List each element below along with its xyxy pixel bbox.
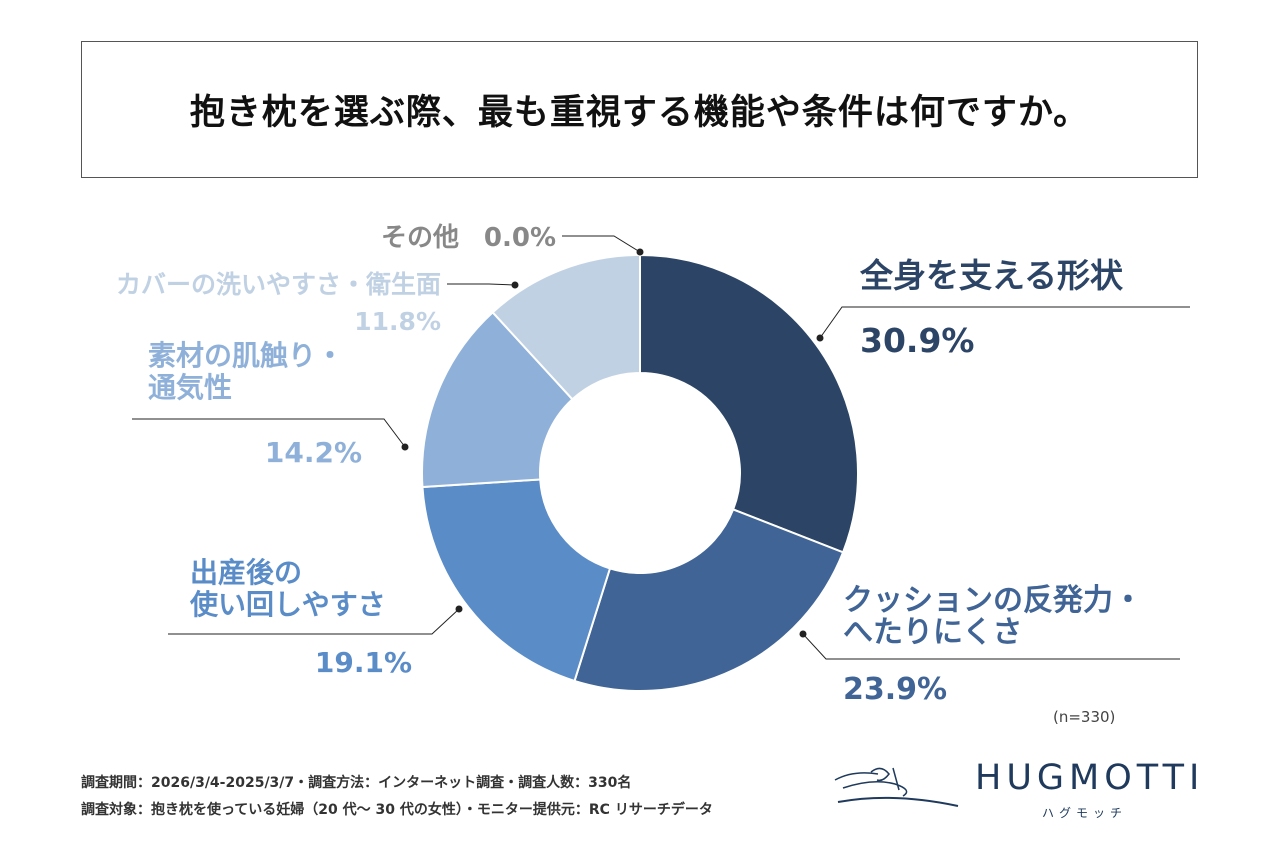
slice-label-2-line-1: 使い回しやすさ — [189, 588, 386, 621]
leader-dot-3 — [401, 443, 409, 451]
slice-value-3: 14.2% — [265, 436, 362, 469]
sample-size-note: (n=330) — [1053, 708, 1116, 726]
survey-period-note: 調査期間：2026/3/4-2025/3/7・調査方法：インターネット調査・調査… — [81, 775, 632, 791]
slice-label-2-line-0: 出産後の — [190, 556, 302, 589]
slice-label-4-line-0: カバーの洗いやすさ・衛生面 — [116, 270, 441, 299]
pie-slice-4 — [491, 253, 641, 401]
hugmotti-logo-icon — [834, 767, 959, 807]
pie-slice-3 — [421, 310, 574, 489]
brand-name: HUGMOTTI — [975, 758, 1205, 798]
leader-dot-2 — [455, 605, 463, 613]
brand-kana: ハグモッチ — [1042, 806, 1128, 820]
slice-label-5-line-0: その他 — [381, 223, 459, 253]
slice-label-3-line-0: 素材の肌触り・ — [148, 339, 344, 372]
leader-line-4 — [447, 283, 516, 286]
leader-line-1 — [802, 633, 1180, 660]
title-box: 抱き枕を選ぶ際、最も重視する機能や条件は何ですか。 — [81, 41, 1198, 178]
pie-slice-1 — [573, 508, 845, 692]
leader-dot-0 — [816, 334, 824, 342]
leader-line-2 — [168, 608, 460, 635]
leader-line-0 — [819, 306, 1190, 339]
slice-value-5: 0.0% — [484, 223, 556, 253]
slice-label-0-line-0: 全身を支える形状 — [859, 256, 1124, 295]
pie-slice-0 — [639, 253, 859, 554]
slice-label-1-line-0: クッションの反発力・ — [843, 583, 1143, 618]
slice-label-3-line-1: 通気性 — [148, 371, 232, 404]
leader-dot-5 — [636, 248, 644, 256]
slice-value-4: 11.8% — [354, 307, 441, 336]
chart-title: 抱き枕を選ぶ際、最も重視する機能や条件は何ですか。 — [189, 93, 1090, 133]
leader-line-5 — [562, 235, 641, 253]
pie-slice-2 — [421, 478, 612, 683]
leader-line-3 — [132, 418, 406, 448]
leader-dot-1 — [799, 630, 807, 638]
slice-value-0: 30.9% — [860, 321, 975, 360]
slice-value-1: 23.9% — [843, 672, 947, 707]
slice-value-2: 19.1% — [315, 646, 412, 679]
survey-target-note: 調査対象：抱き枕を使っている妊婦（20 代〜 30 代の女性）・モニター提供元：… — [81, 802, 713, 818]
leader-dot-4 — [511, 281, 519, 289]
slice-label-1-line-1: へたりにくさ — [843, 615, 1022, 650]
